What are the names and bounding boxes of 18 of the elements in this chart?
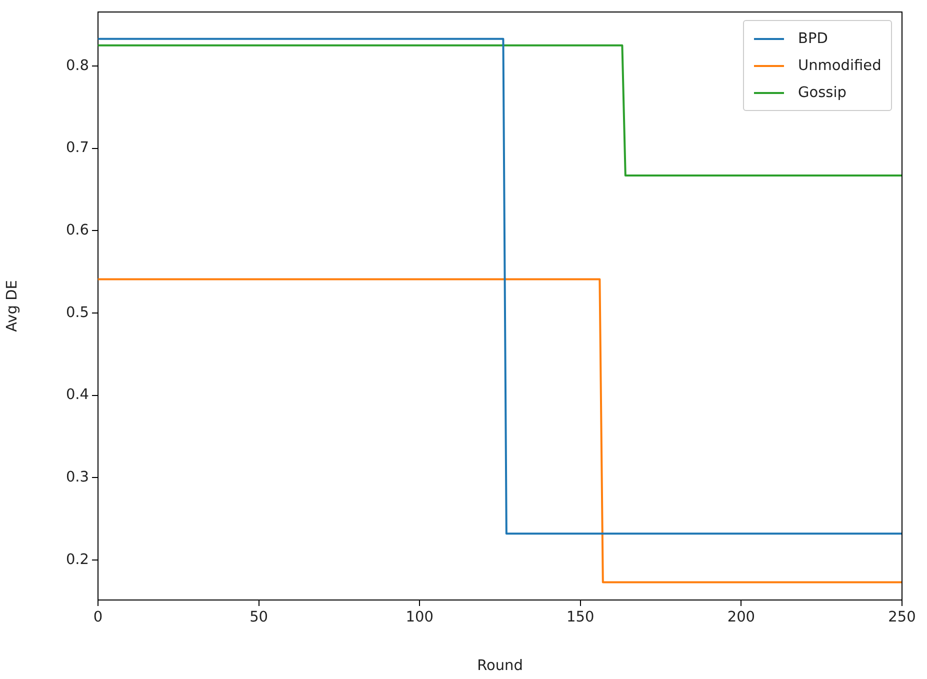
y-tick-label: 0.6 [66, 222, 89, 238]
y-tick-label: 0.4 [66, 387, 89, 404]
y-tick-label: 0.3 [66, 469, 89, 486]
x-tick-label: 200 [727, 609, 756, 626]
y-tick-label: 0.8 [66, 58, 89, 74]
x-tick-label: 250 [888, 609, 916, 626]
x-tick-label: 150 [566, 609, 594, 626]
legend-label: Unmodified [798, 58, 882, 74]
x-tick-label: 50 [250, 609, 268, 626]
x-axis-title: Round [477, 658, 523, 674]
y-tick-label: 0.2 [66, 552, 89, 568]
x-tick-label: 0 [93, 609, 103, 626]
y-tick-label: 0.5 [66, 304, 89, 321]
x-tick-label: 100 [406, 609, 434, 626]
legend-label: Gossip [798, 84, 846, 100]
y-tick-label: 0.7 [66, 140, 89, 156]
legend-label: BPD [798, 30, 828, 46]
y-axis-title: Avg DE [4, 280, 20, 332]
